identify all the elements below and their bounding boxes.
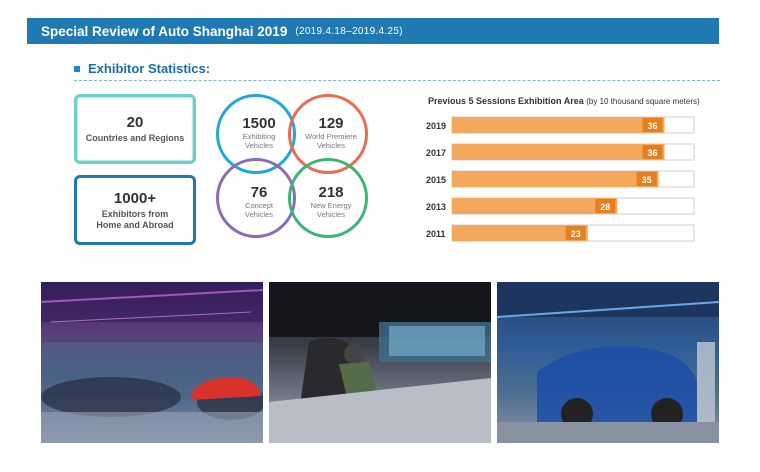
circle-premiere-line1: World Premiere [305, 132, 357, 141]
chart-category-label: 2017 [426, 148, 446, 158]
circle-premiere-text: 129 World Premiere Vehicles [291, 115, 371, 150]
circle-concept-line1: Concept [245, 201, 273, 210]
chart-value-tag [565, 226, 586, 240]
chart-bar [452, 117, 665, 133]
circle-newenergy-line2: Vehicles [317, 210, 345, 219]
circle-newenergy-text: 218 New Energy Vehicles [291, 184, 371, 219]
circle-premiere-line2: Vehicles [317, 141, 345, 150]
chart-category-label: 2013 [426, 202, 446, 212]
exhibition-hall-illustration [41, 282, 263, 443]
circle-concept-line2: Vehicles [245, 210, 273, 219]
stat-exhibitors: 1000+ Exhibitors from Home and Abroad [74, 175, 196, 245]
chart-bar [452, 198, 618, 214]
chart-value-label: 36 [647, 121, 657, 131]
section-title: Exhibitor Statistics: [74, 61, 210, 76]
circle-concept-text: 76 Concept Vehicles [219, 184, 299, 219]
circle-exhibiting-line2: Vehicles [245, 141, 273, 150]
chart-value-tag [642, 145, 663, 159]
car-display-illustration [497, 282, 719, 443]
chart-category-label: 2011 [426, 229, 446, 239]
chart-value-label: 23 [571, 229, 581, 239]
chart-title: Previous 5 Sessions Exhibition Area (by … [428, 96, 700, 106]
chart-category-label: 2019 [426, 121, 446, 131]
chart-bar [452, 171, 659, 187]
driving-simulator-photo [269, 282, 491, 443]
header-dates: (2019.4.18–2019.4.25) [295, 25, 403, 37]
page-header: Special Review of Auto Shanghai 2019 (20… [27, 18, 719, 44]
header-title: Special Review of Auto Shanghai 2019 [41, 23, 288, 39]
chart-value-label: 35 [642, 175, 652, 185]
circle-newenergy-line1: New Energy [310, 201, 352, 210]
chart-bar [452, 144, 665, 160]
driving-simulator-illustration [269, 282, 491, 443]
chart-value-tag [636, 172, 657, 186]
dashed-divider [74, 80, 720, 81]
area-bar-chart: 2019 36 2017 36 2015 35 2013 28 2011 23 [426, 116, 695, 242]
chart-value-label: 36 [647, 148, 657, 158]
stat-countries-label: Countries and Regions [85, 133, 185, 143]
circle-newenergy-number: 218 [318, 184, 344, 201]
chart-value-tag [595, 199, 616, 213]
stat-countries: 20 Countries and Regions [74, 94, 196, 164]
chart-value-tag [642, 118, 663, 132]
car-display-photo [497, 282, 719, 443]
chart-category-label: 2015 [426, 175, 446, 185]
chart-subtitle: (by 10 thousand square meters) [586, 97, 700, 106]
stat-exhibitors-number: 1000+ [113, 189, 157, 207]
chart-title-text: Previous 5 Sessions Exhibition Area [428, 96, 584, 106]
circle-premiere-number: 129 [318, 115, 344, 132]
chart-value-label: 28 [600, 202, 610, 212]
bullet-icon [74, 65, 80, 72]
circle-concept-number: 76 [250, 184, 268, 201]
stat-exhibitors-label-line1: Exhibitors from [101, 208, 169, 219]
circle-exhibiting-text: 1500 Exhibiting Vehicles [219, 115, 299, 150]
stat-countries-number: 20 [126, 114, 144, 131]
section-title-text: Exhibitor Statistics: [88, 61, 211, 76]
circle-new-energy [288, 158, 368, 238]
circle-exhibiting-number: 1500 [242, 115, 276, 132]
stat-exhibitors-label-line2: Home and Abroad [96, 219, 174, 230]
chart-bar [452, 225, 588, 241]
circle-exhibiting-line1: Exhibiting [242, 132, 276, 141]
exhibition-hall-photo [41, 282, 263, 443]
